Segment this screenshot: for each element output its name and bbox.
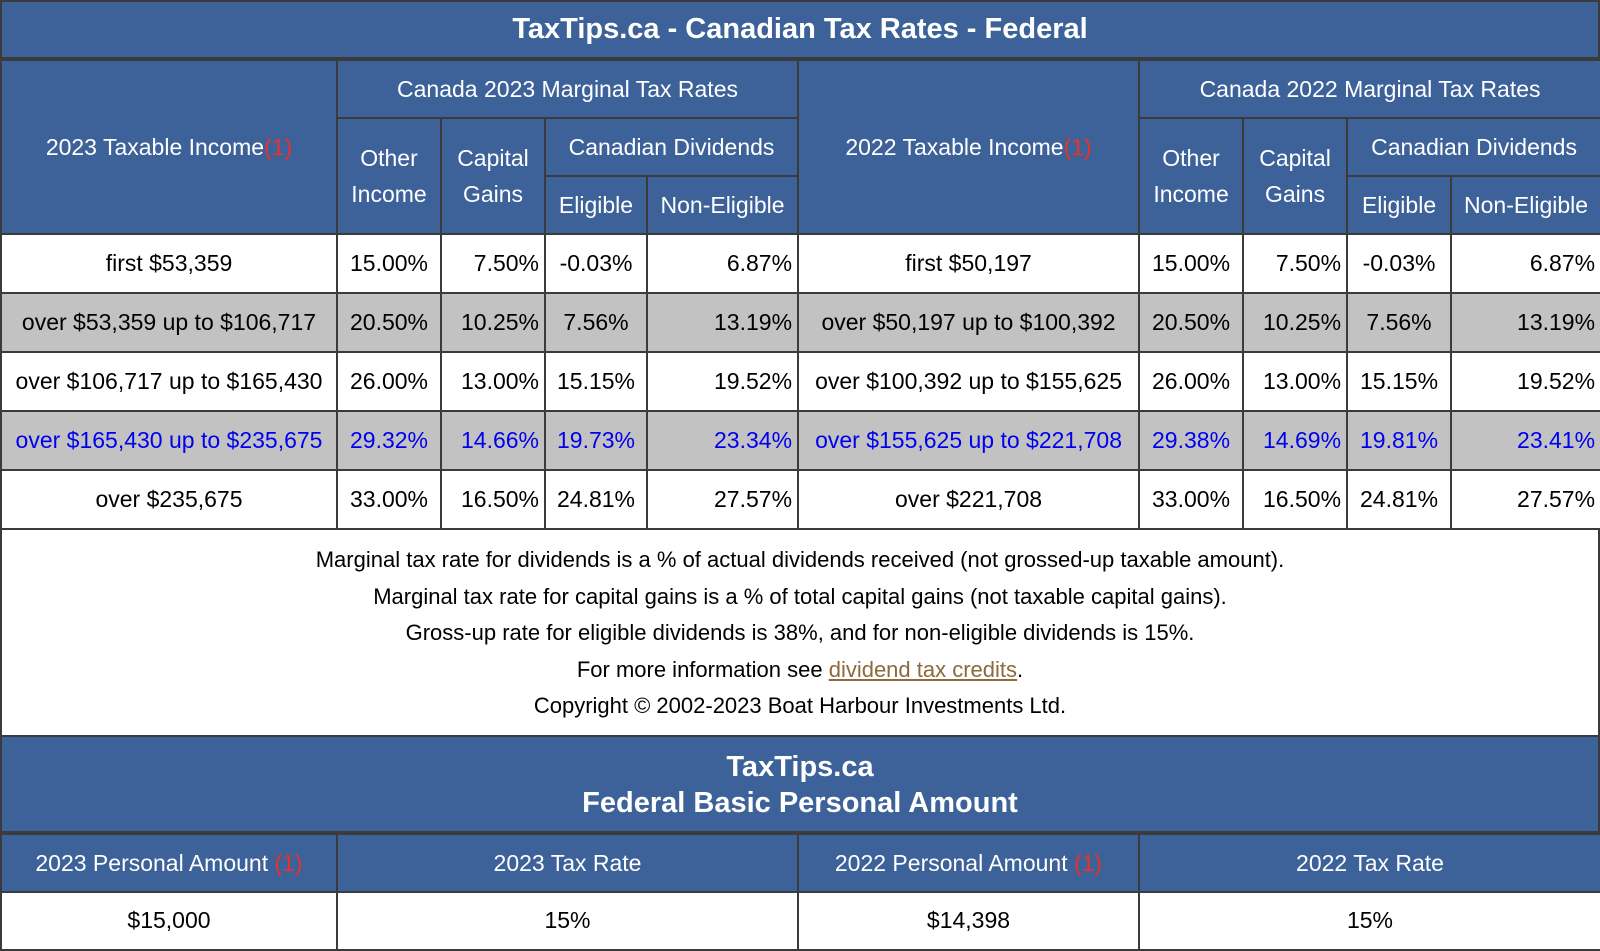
capital-gains-2022-cell: 16.50% [1242, 469, 1349, 530]
other-income-2023-cell: 26.00% [336, 351, 442, 412]
header-eligible-2023: Eligible [544, 175, 648, 235]
header-personal-amount-2023: 2023 Personal Amount (1) [0, 832, 338, 893]
header-tax-rate-2023: 2023 Tax Rate [336, 832, 799, 893]
other-income-2022-cell: 29.38% [1138, 410, 1245, 471]
rates-title-text: TaxTips.ca - Canadian Tax Rates - Federa… [512, 13, 1088, 45]
income-2023-cell: over $235,675 [0, 469, 338, 530]
other-income-2023-cell: 29.32% [336, 410, 442, 471]
personal-amount-2023-cell: $15,000 [0, 890, 338, 951]
header-rates-2022: Canada 2022 Marginal Tax Rates [1138, 59, 1600, 119]
income-2022-cell: over $100,392 up to $155,625 [797, 351, 1141, 412]
non-eligible-2023-cell: 27.57% [645, 469, 800, 530]
income-2022-cell: over $221,708 [797, 469, 1141, 530]
header-capital-gains-2023: Capital Gains [440, 117, 546, 235]
header-rates-2023: Canada 2023 Marginal Tax Rates [335, 59, 800, 119]
table-row-highlighted: over $165,430 up to $235,675 29.32% 14.6… [0, 410, 1600, 471]
header-dividends-2023: Canadian Dividends [543, 117, 800, 177]
copyright-text: Copyright © 2002-2023 Boat Harbour Inves… [533, 693, 1067, 718]
other-income-2022-cell: 33.00% [1138, 469, 1245, 530]
income-2023-cell: first $53,359 [0, 233, 338, 294]
capital-gains-2022-cell: 7.50% [1242, 233, 1349, 294]
capital-gains-2023-cell: 7.50% [440, 233, 546, 294]
eligible-2022-cell: 24.81% [1346, 469, 1453, 530]
table-row: $15,000 15% $14,398 15% [0, 890, 1600, 951]
non-eligible-2022-cell: 13.19% [1450, 292, 1600, 353]
non-eligible-2022-cell: 19.52% [1450, 351, 1600, 412]
eligible-2023-cell: 19.73% [544, 410, 648, 471]
non-eligible-2022-cell: 23.41% [1450, 410, 1600, 471]
income-2022-cell: first $50,197 [797, 233, 1141, 294]
table-row: first $53,359 15.00% 7.50% -0.03% 6.87% … [0, 233, 1600, 294]
non-eligible-2022-cell: 6.87% [1450, 233, 1600, 294]
ref-marker: (1) [1073, 849, 1103, 876]
other-income-2022-cell: 20.50% [1138, 292, 1245, 353]
rate-notes: Marginal tax rate for dividends is a % o… [0, 530, 1600, 735]
non-eligible-2023-cell: 13.19% [645, 292, 800, 353]
other-income-2022-cell: 26.00% [1138, 351, 1245, 412]
table-row: over $106,717 up to $165,430 26.00% 13.0… [0, 351, 1600, 412]
header-non-eligible-2023: Non-Eligible [645, 175, 800, 235]
capital-gains-2023-cell: 10.25% [440, 292, 546, 353]
ref-marker: (1) [264, 134, 293, 160]
eligible-2023-cell: -0.03% [544, 233, 648, 294]
eligible-2022-cell: 7.56% [1346, 292, 1453, 353]
header-personal-amount-2022: 2022 Personal Amount (1) [797, 832, 1140, 893]
non-eligible-2022-cell: 27.57% [1450, 469, 1600, 530]
note-gross-up: Gross-up rate for eligible dividends is … [405, 620, 1195, 645]
other-income-2023-cell: 33.00% [336, 469, 442, 530]
header-income-2023: 2023 Taxable Income(1) [0, 59, 338, 235]
income-2022-cell: over $50,197 up to $100,392 [797, 292, 1141, 353]
basic-personal-amount-table: 2023 Personal Amount (1) 2023 Tax Rate 2… [0, 832, 1600, 951]
other-income-2023-cell: 15.00% [336, 233, 442, 294]
income-2022-cell: over $155,625 up to $221,708 [797, 410, 1141, 471]
eligible-2023-cell: 15.15% [544, 351, 648, 412]
ref-marker: (1) [1063, 134, 1092, 160]
ref-marker: (1) [274, 849, 303, 876]
bpa-title: TaxTips.ca Federal Basic Personal Amount [0, 734, 1600, 833]
note-dividends: Marginal tax rate for dividends is a % o… [315, 547, 1285, 572]
capital-gains-2023-cell: 14.66% [440, 410, 546, 471]
table-row: over $235,675 33.00% 16.50% 24.81% 27.57… [0, 469, 1600, 530]
eligible-2023-cell: 7.56% [544, 292, 648, 353]
header-non-eligible-2022: Non-Eligible [1450, 175, 1600, 235]
other-income-2022-cell: 15.00% [1138, 233, 1245, 294]
eligible-2022-cell: 19.81% [1346, 410, 1453, 471]
capital-gains-2023-cell: 13.00% [440, 351, 546, 412]
tax-rate-2022-cell: 15% [1138, 890, 1600, 951]
eligible-2022-cell: -0.03% [1346, 233, 1453, 294]
eligible-2022-cell: 15.15% [1346, 351, 1453, 412]
header-other-income-2022: Other Income [1138, 117, 1245, 235]
tax-rate-2023-cell: 15% [336, 890, 799, 951]
capital-gains-2023-cell: 16.50% [440, 469, 546, 530]
rates-title: TaxTips.ca - Canadian Tax Rates - Federa… [0, 0, 1600, 59]
header-eligible-2022: Eligible [1346, 175, 1453, 235]
header-other-income-2023: Other Income [336, 117, 442, 235]
eligible-2023-cell: 24.81% [544, 469, 648, 530]
bpa-title-text: Federal Basic Personal Amount [582, 786, 1018, 819]
header-dividends-2022: Canadian Dividends [1346, 117, 1600, 177]
income-2023-cell: over $53,359 up to $106,717 [0, 292, 338, 353]
non-eligible-2023-cell: 23.34% [645, 410, 800, 471]
capital-gains-2022-cell: 10.25% [1242, 292, 1349, 353]
income-2023-cell: over $106,717 up to $165,430 [0, 351, 338, 412]
note-capital-gains: Marginal tax rate for capital gains is a… [373, 583, 1227, 609]
capital-gains-2022-cell: 13.00% [1242, 351, 1349, 412]
non-eligible-2023-cell: 6.87% [645, 233, 800, 294]
capital-gains-2022-cell: 14.69% [1242, 410, 1349, 471]
dividend-tax-credits-link[interactable]: dividend tax credits [828, 656, 1018, 682]
income-2023-cell: over $165,430 up to $235,675 [0, 410, 338, 471]
header-income-2022: 2022 Taxable Income(1) [797, 59, 1141, 235]
header-tax-rate-2022: 2022 Tax Rate [1138, 832, 1600, 893]
header-capital-gains-2022: Capital Gains [1242, 117, 1349, 235]
note-more-info: For more information see dividend tax cr… [576, 656, 1024, 682]
non-eligible-2023-cell: 19.52% [645, 351, 800, 412]
other-income-2023-cell: 20.50% [336, 292, 442, 353]
table-row: over $53,359 up to $106,717 20.50% 10.25… [0, 292, 1600, 353]
bpa-title-site: TaxTips.ca [726, 750, 874, 783]
marginal-rates-table: 2023 Taxable Income(1) Canada 2023 Margi… [0, 59, 1600, 530]
personal-amount-2022-cell: $14,398 [797, 890, 1140, 951]
